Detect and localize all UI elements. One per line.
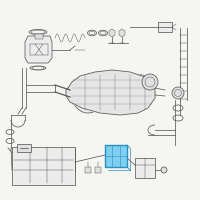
- Bar: [105, 145, 127, 167]
- Bar: [12, 147, 75, 185]
- Bar: [158, 22, 172, 32]
- Bar: [17, 144, 31, 152]
- Ellipse shape: [72, 77, 104, 113]
- Circle shape: [142, 74, 158, 90]
- Bar: [85, 167, 91, 173]
- Polygon shape: [109, 29, 115, 37]
- Ellipse shape: [97, 71, 133, 109]
- Polygon shape: [66, 70, 155, 115]
- Polygon shape: [119, 29, 125, 37]
- Bar: [35, 34, 43, 39]
- Polygon shape: [25, 36, 52, 63]
- Ellipse shape: [127, 74, 153, 106]
- Circle shape: [161, 167, 167, 173]
- Circle shape: [172, 87, 184, 99]
- Bar: [135, 158, 155, 178]
- Bar: [95, 167, 101, 173]
